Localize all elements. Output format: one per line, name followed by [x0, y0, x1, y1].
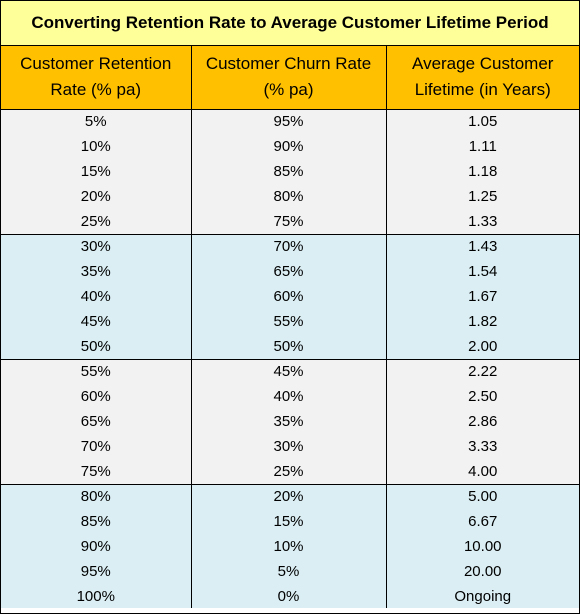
- average-lifetime-cell: 1.18: [385, 159, 579, 184]
- retention-rate-cell: 15%: [1, 159, 191, 184]
- churn-rate-cell: 20%: [190, 484, 386, 509]
- average-lifetime-cell: 1.25: [385, 184, 579, 209]
- retention-rate-cell: 95%: [1, 559, 191, 584]
- churn-rate-cell: 5%: [190, 559, 386, 584]
- churn-rate-cell: 45%: [190, 359, 386, 384]
- table-row: 80% 20% 5.00: [1, 484, 579, 509]
- table-row: 55% 45% 2.22: [1, 359, 579, 384]
- retention-rate-cell: 40%: [1, 284, 191, 309]
- churn-rate-cell: 70%: [190, 234, 386, 259]
- header-average-lifetime: Average Customer Lifetime (in Years): [385, 46, 579, 110]
- table-row: 100% 0% Ongoing: [1, 584, 579, 608]
- churn-rate-cell: 40%: [190, 384, 386, 409]
- retention-rate-cell: 45%: [1, 309, 191, 334]
- average-lifetime-cell: 2.50: [385, 384, 579, 409]
- header-churn-line1: Customer Churn Rate: [205, 54, 372, 74]
- header-lifetime-line1: Average Customer: [412, 54, 554, 74]
- table-row: 70% 30% 3.33: [1, 434, 579, 459]
- table-row: 25% 75% 1.33: [1, 209, 579, 235]
- average-lifetime-cell: 4.00: [385, 459, 579, 485]
- churn-rate-cell: 35%: [190, 409, 386, 434]
- table-row: 15% 85% 1.18: [1, 159, 579, 184]
- retention-rate-cell: 50%: [1, 334, 191, 360]
- table-row: 10% 90% 1.11: [1, 134, 579, 159]
- retention-rate-cell: 20%: [1, 184, 191, 209]
- retention-rate-cell: 65%: [1, 409, 191, 434]
- average-lifetime-cell: 2.86: [385, 409, 579, 434]
- average-lifetime-cell: 6.67: [385, 509, 579, 534]
- average-lifetime-cell: 5.00: [385, 484, 579, 509]
- table-row: 20% 80% 1.25: [1, 184, 579, 209]
- table-header: Customer Retention Rate (% pa) Customer …: [1, 46, 579, 110]
- churn-rate-cell: 55%: [190, 309, 386, 334]
- churn-rate-cell: 25%: [190, 459, 386, 485]
- table-row: 5% 95% 1.05: [1, 109, 579, 134]
- table-row: 95% 5% 20.00: [1, 559, 579, 584]
- header-row: Customer Retention Rate (% pa) Customer …: [1, 46, 579, 110]
- average-lifetime-cell: 1.11: [385, 134, 579, 159]
- retention-rate-cell: 60%: [1, 384, 191, 409]
- header-retention-line1: Customer Retention: [20, 54, 172, 74]
- retention-rate-cell: 70%: [1, 434, 191, 459]
- retention-rate-cell: 10%: [1, 134, 191, 159]
- average-lifetime-cell: 2.00: [385, 334, 579, 360]
- header-retention-rate: Customer Retention Rate (% pa): [1, 46, 191, 110]
- average-lifetime-cell: 1.67: [385, 284, 579, 309]
- churn-rate-cell: 50%: [190, 334, 386, 360]
- table-row: 30% 70% 1.43: [1, 234, 579, 259]
- churn-rate-cell: 90%: [190, 134, 386, 159]
- table-row: 50% 50% 2.00: [1, 334, 579, 360]
- churn-rate-cell: 80%: [190, 184, 386, 209]
- header-retention-line2: Rate (% pa): [50, 80, 142, 100]
- average-lifetime-cell: 1.05: [385, 109, 579, 134]
- churn-rate-cell: 0%: [190, 584, 386, 608]
- churn-rate-cell: 75%: [190, 209, 386, 235]
- retention-rate-cell: 5%: [1, 109, 191, 134]
- table-row: 65% 35% 2.86: [1, 409, 579, 434]
- retention-table: Customer Retention Rate (% pa) Customer …: [1, 46, 579, 608]
- average-lifetime-cell: 1.43: [385, 234, 579, 259]
- churn-rate-cell: 30%: [190, 434, 386, 459]
- retention-rate-cell: 55%: [1, 359, 191, 384]
- retention-rate-cell: 35%: [1, 259, 191, 284]
- table-body: 5% 95% 1.05 10% 90% 1.11 15% 85% 1.18 20% 80% 1.25 2…: [1, 109, 579, 608]
- retention-rate-cell: 30%: [1, 234, 191, 259]
- churn-rate-cell: 95%: [190, 109, 386, 134]
- retention-rate-cell: 100%: [1, 584, 191, 608]
- table-title: Converting Retention Rate to Average Cus…: [1, 1, 579, 46]
- average-lifetime-cell: 1.54: [385, 259, 579, 284]
- header-churn-rate: Customer Churn Rate (% pa): [190, 46, 386, 110]
- churn-rate-cell: 60%: [190, 284, 386, 309]
- table-row: 45% 55% 1.82: [1, 309, 579, 334]
- table-row: 90% 10% 10.00: [1, 534, 579, 559]
- average-lifetime-cell: 2.22: [385, 359, 579, 384]
- table-row: 35% 65% 1.54: [1, 259, 579, 284]
- retention-rate-cell: 75%: [1, 459, 191, 485]
- table-row: 40% 60% 1.67: [1, 284, 579, 309]
- churn-rate-cell: 10%: [190, 534, 386, 559]
- retention-rate-cell: 25%: [1, 209, 191, 235]
- average-lifetime-cell: 1.33: [385, 209, 579, 235]
- table-row: 85% 15% 6.67: [1, 509, 579, 534]
- churn-rate-cell: 15%: [190, 509, 386, 534]
- header-lifetime-line2: Lifetime (in Years): [414, 80, 551, 100]
- average-lifetime-cell: 1.82: [385, 309, 579, 334]
- average-lifetime-cell: 10.00: [385, 534, 579, 559]
- retention-rate-cell: 85%: [1, 509, 191, 534]
- churn-rate-cell: 85%: [190, 159, 386, 184]
- average-lifetime-cell: 3.33: [385, 434, 579, 459]
- header-churn-line2: (% pa): [263, 80, 314, 100]
- table-row: 75% 25% 4.00: [1, 459, 579, 485]
- table-row: 60% 40% 2.50: [1, 384, 579, 409]
- retention-rate-cell: 90%: [1, 534, 191, 559]
- average-lifetime-cell: Ongoing: [385, 584, 579, 608]
- churn-rate-cell: 65%: [190, 259, 386, 284]
- average-lifetime-cell: 20.00: [385, 559, 579, 584]
- retention-rate-cell: 80%: [1, 484, 191, 509]
